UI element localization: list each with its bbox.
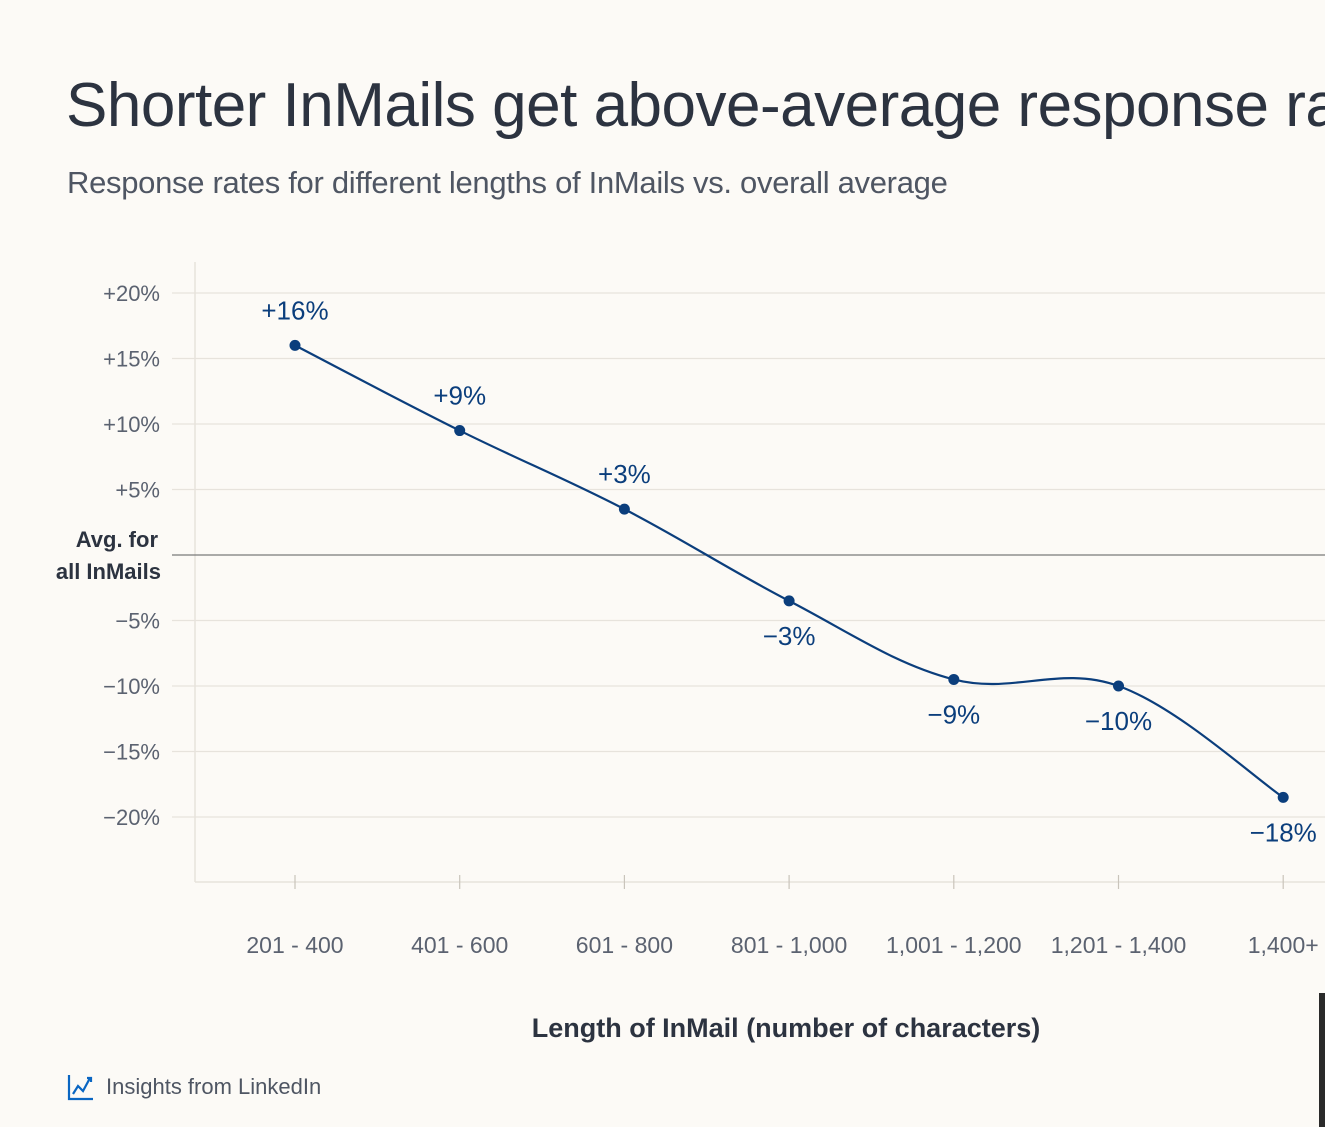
x-axis-label: Length of InMail (number of characters) bbox=[532, 1013, 1041, 1043]
y-tick-label: −15% bbox=[103, 740, 160, 765]
data-labels: +16% +9% +3% −3% −9% −10% −18% bbox=[261, 295, 1316, 847]
baseline-label-line-2: all InMails bbox=[56, 559, 161, 584]
baseline-label: Avg. for all InMails bbox=[56, 527, 161, 584]
data-label: +9% bbox=[433, 381, 486, 411]
x-tick-label: 401 - 600 bbox=[411, 932, 508, 958]
data-point bbox=[1277, 791, 1289, 803]
data-label: −10% bbox=[1085, 706, 1152, 736]
y-tick-label: +20% bbox=[103, 281, 160, 306]
brand-footer: Insights from LinkedIn bbox=[66, 1072, 321, 1102]
chart-line-icon bbox=[66, 1072, 96, 1102]
x-tick-label: 1,400+ bbox=[1248, 932, 1319, 958]
data-point bbox=[948, 673, 960, 685]
x-axis-ticks: 201 - 400 401 - 600 601 - 800 801 - 1,000 1,… bbox=[246, 875, 1319, 958]
x-tick-label: 201 - 400 bbox=[246, 932, 343, 958]
data-point bbox=[618, 503, 630, 515]
data-point bbox=[289, 339, 301, 351]
baseline-label-line-1: Avg. for bbox=[76, 527, 159, 552]
x-tick-label: 1,201 - 1,400 bbox=[1051, 932, 1187, 958]
chart-title: Shorter InMails get above-average respon… bbox=[66, 71, 1325, 140]
data-label: +3% bbox=[598, 459, 651, 489]
x-tick-label: 601 - 800 bbox=[576, 932, 673, 958]
chart-subtitle: Response rates for different lengths of … bbox=[67, 165, 948, 200]
y-tick-label: −5% bbox=[115, 609, 160, 634]
data-point bbox=[1113, 680, 1124, 692]
y-tick-label: +5% bbox=[115, 478, 160, 503]
data-label: −3% bbox=[763, 621, 816, 651]
data-point bbox=[783, 595, 795, 607]
y-tick-label: −20% bbox=[103, 805, 160, 830]
data-label: +16% bbox=[261, 295, 328, 325]
window-edge bbox=[1319, 993, 1325, 1127]
data-point bbox=[454, 425, 466, 437]
x-tick-label: 801 - 1,000 bbox=[731, 932, 847, 958]
data-label: −18% bbox=[1250, 817, 1317, 847]
x-tick-label: 1,001 - 1,200 bbox=[886, 932, 1022, 958]
y-tick-label: +15% bbox=[103, 347, 160, 372]
data-points bbox=[289, 339, 1289, 803]
y-axis-ticks: +20% +15% +10% +5% Avg. for all InMails −5% −10… bbox=[56, 281, 161, 830]
brand-text: Insights from LinkedIn bbox=[106, 1074, 322, 1099]
y-tick-label: +10% bbox=[103, 412, 160, 437]
grid-lines bbox=[172, 262, 1325, 883]
data-label: −9% bbox=[927, 699, 980, 729]
y-tick-label: −10% bbox=[103, 674, 160, 699]
